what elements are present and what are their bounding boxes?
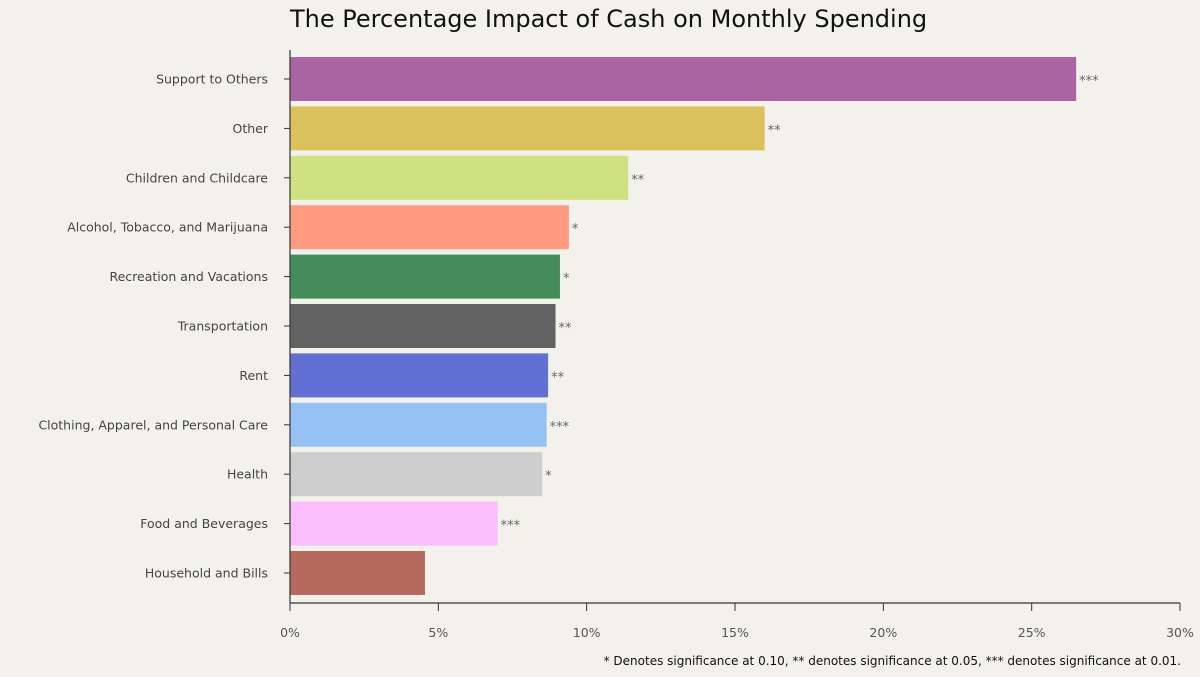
x-tick-label: 10% [573,625,601,640]
bar-rent [290,353,549,398]
category-label-other: Other [233,121,269,136]
category-label-rent: Rent [239,368,268,383]
chart-title: The Percentage Impact of Cash on Monthly… [289,5,927,33]
significance-label-rent: ** [551,370,565,385]
bar-household-and-bills [290,551,425,595]
significance-label-other: ** [768,123,782,138]
bars-group: ******************** [290,57,1099,595]
category-label-recreation-and-vacations: Recreation and Vacations [109,269,268,284]
category-label-children-and-childcare: Children and Childcare [126,170,268,185]
bar-food-and-beverages [290,501,498,546]
category-label-transportation: Transportation [177,319,268,334]
bar-recreation-and-vacations [290,254,560,299]
bar-clothing-apparel-and-personal-care [290,402,547,447]
category-label-health: Health [227,467,268,482]
x-tick-label: 25% [1018,625,1046,640]
bar-support-to-others [290,57,1077,101]
bar-transportation [290,304,556,348]
significance-label-transportation: ** [559,321,573,336]
significance-label-children-and-childcare: ** [631,173,645,188]
category-label-support-to-others: Support to Others [156,72,268,87]
bar-alcohol-tobacco-and-marijuana [290,205,569,250]
significance-label-recreation-and-vacations: * [563,272,570,287]
significance-label-food-and-beverages: *** [501,519,521,534]
significance-label-alcohol-tobacco-and-marijuana: * [572,222,579,237]
category-label-household-and-bills: Household and Bills [145,566,268,581]
category-label-food-and-beverages: Food and Beverages [140,516,268,531]
bar-children-and-childcare [290,155,629,200]
significance-label-support-to-others: *** [1079,74,1099,89]
significance-label-clothing-apparel-and-personal-care: *** [550,420,570,435]
category-label-alcohol-tobacco-and-marijuana: Alcohol, Tobacco, and Marijuana [67,220,268,235]
x-tick-label: 15% [721,625,749,640]
significance-footnote: * Denotes significance at 0.10, ** denot… [604,654,1181,668]
x-tick-label: 20% [869,625,897,640]
bar-health [290,452,543,497]
x-tick-label: 30% [1166,625,1194,640]
category-label-clothing-apparel-and-personal-care: Clothing, Apparel, and Personal Care [38,417,268,432]
x-tick-label: 0% [280,625,300,640]
bar-other [290,106,765,151]
axis-group: Support to Others Other Children and Child… [38,50,1194,640]
significance-label-health: * [545,469,552,484]
x-tick-label: 5% [428,625,448,640]
